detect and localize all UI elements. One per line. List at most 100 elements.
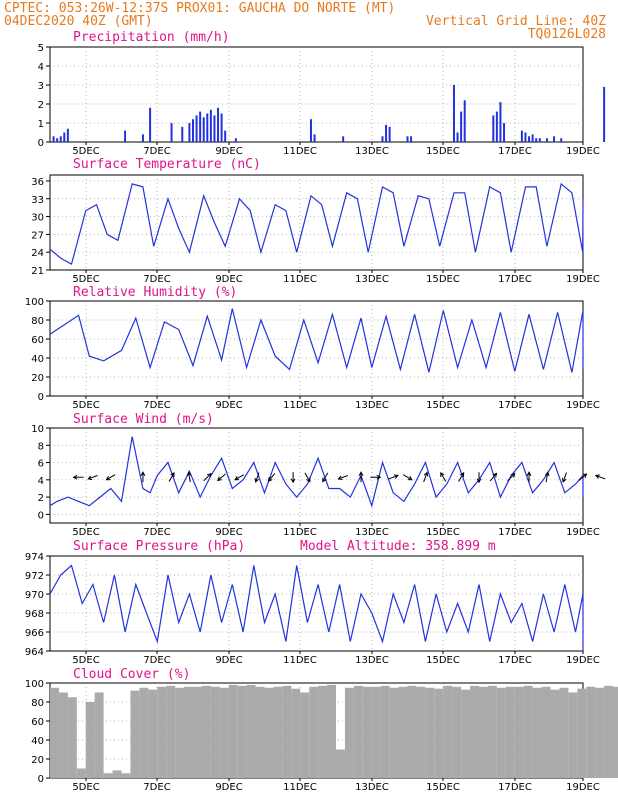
cloud-bar [532,687,542,778]
y-tick-label: 33 [31,195,44,206]
cloud-bar [595,687,605,778]
wind-arrow [370,474,382,480]
y-tick-label: 2 [38,493,44,504]
precip-bar [492,115,495,142]
cloud-bar [371,686,381,778]
cloud-bar [505,686,515,778]
y-tick-label: 24 [31,248,44,259]
precip-bar [503,123,506,142]
precip-bar [213,115,216,142]
panel-title: Precipitation (mm/h) [73,30,230,45]
cloud-bar [201,685,211,778]
x-tick-label: 17DEC [498,655,532,666]
header-location: CPTEC: 053:26W-12:37S PROX01: GAUCHA DO … [4,1,395,16]
precip-bar [456,132,459,142]
x-tick-label: 19DEC [566,527,600,538]
x-tick-label: 15DEC [426,782,460,793]
y-tick-label: 5 [38,43,44,54]
cloud-bar [470,685,479,778]
precip-bar [603,86,606,142]
x-tick-label: 7DEC [143,400,170,411]
wind-arrow [267,473,276,482]
x-tick-label: 5DEC [72,782,99,793]
y-tick-label: 964 [25,647,44,658]
cloud-bar [264,687,274,778]
cloud-bar [237,685,247,778]
wind-arrow [290,472,296,484]
wind-arrow [358,471,364,483]
y-tick-label: 0 [38,392,44,403]
panel-title: Surface Pressure (hPa) [73,539,245,554]
plot-frame [49,555,584,652]
y-tick-label: 3 [38,81,44,92]
cloud-bar [94,692,104,778]
panel-3: Surface Wind (m/s) 0 2 4 6 8 10 5DEC 7DEC 9DEC 11D… [31,412,606,538]
x-tick-label: 13DEC [355,782,389,793]
wind-arrow [544,471,550,483]
cloud-bar [282,685,292,778]
wind-arrow [402,474,413,481]
precip-bar [342,136,345,142]
cloud-bar [577,688,587,778]
y-tick-label: 100 [25,297,44,308]
precip-bar [195,115,198,142]
panel-1: Surface Temperature (nC) 21 24 27 30 33 36 5DEC… [31,157,600,285]
x-tick-label: 5DEC [72,527,99,538]
precip-bar [206,113,209,142]
y-tick-label: 30 [31,213,44,224]
y-tick-label: 36 [31,177,44,188]
cloud-bar [550,689,560,778]
x-tick-label: 5DEC [72,274,99,285]
precip-bar [545,138,548,142]
panel-title: Surface Wind (m/s) [73,412,214,427]
wind-arrow [337,475,349,481]
cloud-bar [157,686,167,778]
x-tick-label: 15DEC [426,655,460,666]
cloud-bar [210,686,220,778]
cloud-bar [255,686,265,778]
cloud-bar [380,685,390,778]
cloud-bar [514,686,524,778]
precip-bar [192,119,194,142]
series-line [49,182,584,265]
x-tick-label: 15DEC [426,146,460,157]
cloud-bar [184,686,193,778]
precip-bar [63,132,66,142]
x-tick-label: 9DEC [215,782,242,793]
precip-bar [388,126,391,142]
y-tick-label: 10 [31,424,44,435]
y-tick-label: 100 [25,679,44,690]
x-tick-label: 11DEC [283,274,317,285]
cloud-bar [273,686,283,778]
plot-frame [49,174,584,271]
wind-arrow [254,472,260,483]
x-tick-label: 9DEC [215,527,242,538]
y-tick-label: 40 [31,736,44,747]
panel-0: Precipitation (mm/h) 0 1 2 3 4 5 5DEC 7DEC 9DEC 11… [38,30,606,157]
y-tick-label: 4 [38,476,44,487]
precip-bar [202,117,205,142]
cloud-bar [228,684,238,778]
precip-bar [309,119,312,142]
panel-title: Relative Humidity (%) [73,285,237,300]
x-tick-label: 13DEC [355,527,389,538]
cloud-bar [452,686,462,778]
wind-arrow [72,474,84,480]
wind-arrow [304,472,311,483]
plot-frame [49,300,584,397]
wind-arrow [578,473,588,481]
precip-bar [452,85,455,142]
cloud-bar [586,686,596,778]
precip-bar [495,111,498,142]
wind-arrow [526,471,532,483]
y-tick-label: 20 [31,755,44,766]
cloud-bar [76,768,86,778]
y-tick-label: 6 [38,459,44,470]
x-tick-label: 11DEC [283,146,317,157]
wind-arrow [87,475,98,481]
cloud-bar [291,688,301,778]
x-tick-label: 13DEC [355,146,389,157]
model-altitude-label: Model Altitude: 358.899 m [300,539,496,554]
cloud-bar [193,686,202,778]
